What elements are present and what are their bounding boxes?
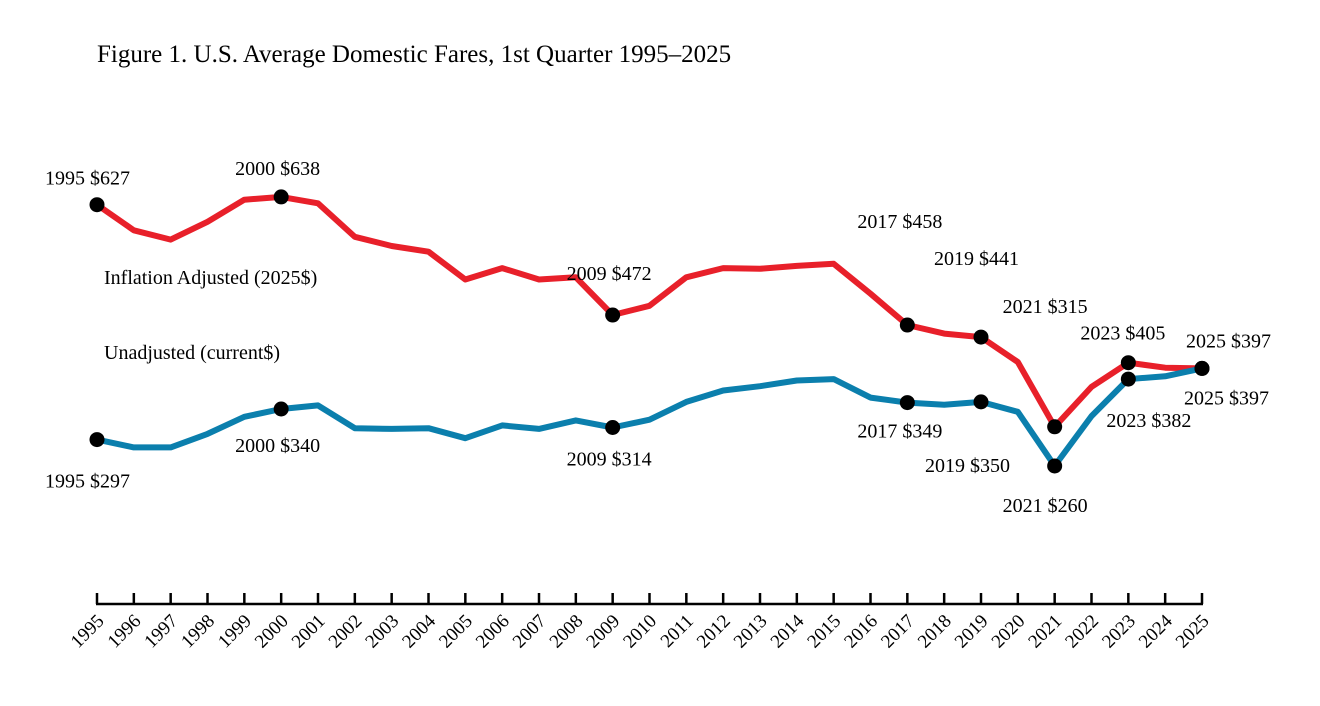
- data-points: [89, 189, 1210, 474]
- data-label-adjusted-2000: 2000 $638: [235, 158, 320, 180]
- x-tick-label-1998: 1998: [177, 611, 219, 653]
- x-tick-label-2019: 2019: [951, 611, 993, 653]
- x-tick-label-2002: 2002: [325, 611, 367, 653]
- x-tick-label-2010: 2010: [619, 611, 661, 653]
- point-unadjusted-2019: [973, 394, 989, 410]
- x-tick-label-2004: 2004: [398, 610, 440, 652]
- data-label-adjusted-2019: 2019 $441: [934, 248, 1019, 270]
- x-tick-label-2000: 2000: [251, 611, 293, 653]
- x-tick-label-2013: 2013: [730, 611, 772, 653]
- point-adjusted-2000: [273, 189, 289, 205]
- data-label-unadjusted-2009: 2009 $314: [567, 449, 652, 471]
- point-unadjusted-1995: [89, 432, 105, 448]
- x-tick-label-2014: 2014: [767, 610, 809, 652]
- data-label-adjusted-2025: 2025 $397: [1186, 330, 1271, 352]
- x-tick-label-2003: 2003: [361, 611, 403, 653]
- x-tick-label-2012: 2012: [693, 611, 735, 653]
- x-tick-label-2006: 2006: [472, 611, 514, 653]
- series-lines: [94, 193, 1205, 469]
- x-tick-label-2016: 2016: [840, 611, 882, 653]
- x-tick-label-2018: 2018: [914, 611, 956, 653]
- data-label-adjusted-2023: 2023 $405: [1080, 323, 1165, 345]
- chart-title: Figure 1. U.S. Average Domestic Fares, 1…: [97, 41, 731, 68]
- x-tick-label-1997: 1997: [140, 611, 182, 653]
- x-tick-label-2001: 2001: [288, 611, 330, 653]
- point-adjusted-2009: [605, 307, 621, 323]
- x-tick-label-2024: 2024: [1135, 610, 1177, 652]
- x-tick-label-2008: 2008: [546, 611, 588, 653]
- x-tick-label-2025: 2025: [1172, 611, 1214, 653]
- data-label-unadjusted-2017: 2017 $349: [857, 421, 942, 443]
- x-tick-label-2023: 2023: [1098, 611, 1140, 653]
- data-label-unadjusted-1995: 1995 $297: [45, 471, 130, 493]
- data-label-adjusted-2009: 2009 $472: [567, 263, 652, 285]
- data-label-adjusted-2017: 2017 $458: [857, 211, 942, 233]
- data-labels: 1995 $627 2000 $638 2009 $472 2017 $458 2019…: [45, 158, 1271, 517]
- x-tick-label-2005: 2005: [435, 611, 477, 653]
- point-unadjusted-2009: [605, 420, 621, 436]
- data-label-unadjusted-2021: 2021 $260: [1003, 495, 1088, 517]
- point-adjusted-2019: [973, 329, 989, 345]
- x-axis: 1995199619971998199920002001200220032004…: [67, 593, 1214, 652]
- x-tick-label-2021: 2021: [1024, 611, 1066, 653]
- point-unadjusted-2021: [1047, 458, 1063, 474]
- point-unadjusted-2025: [1194, 360, 1210, 376]
- data-label-unadjusted-2019: 2019 $350: [925, 455, 1010, 477]
- point-adjusted-2021: [1047, 419, 1063, 435]
- point-unadjusted-2017: [899, 395, 915, 411]
- x-tick-label-2009: 2009: [582, 611, 624, 653]
- x-tick-label-2020: 2020: [988, 611, 1030, 653]
- point-unadjusted-2023: [1120, 371, 1136, 387]
- point-unadjusted-2000: [273, 401, 289, 417]
- data-label-unadjusted-2023: 2023 $382: [1106, 410, 1191, 432]
- x-tick-label-1995: 1995: [67, 611, 109, 653]
- x-tick-label-2011: 2011: [657, 611, 698, 652]
- x-tick-label-2015: 2015: [803, 611, 845, 653]
- legend-label-inflation-adjusted: Inflation Adjusted (2025$): [104, 267, 317, 289]
- point-adjusted-2023: [1120, 355, 1136, 371]
- data-label-unadjusted-2025: 2025 $397: [1184, 387, 1269, 409]
- x-tick-label-2007: 2007: [509, 611, 551, 653]
- data-label-unadjusted-2000: 2000 $340: [235, 435, 320, 457]
- x-tick-label-2017: 2017: [877, 611, 919, 653]
- data-label-adjusted-1995: 1995 $627: [45, 168, 130, 190]
- x-tick-label-2022: 2022: [1061, 611, 1103, 653]
- legend-label-unadjusted: Unadjusted (current$): [104, 342, 280, 364]
- x-tick-label-1999: 1999: [214, 611, 256, 653]
- point-adjusted-2017: [899, 317, 915, 333]
- point-adjusted-1995: [89, 197, 105, 213]
- x-tick-label-1996: 1996: [104, 611, 146, 653]
- data-label-adjusted-2021: 2021 $315: [1003, 296, 1088, 318]
